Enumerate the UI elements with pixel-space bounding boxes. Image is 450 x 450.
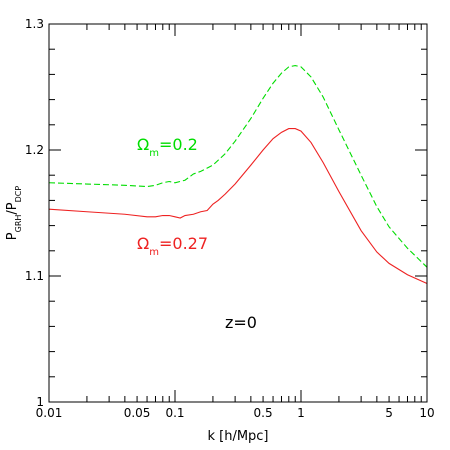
y-axis-label-sub1: GRH xyxy=(14,215,23,233)
x-tick-label: 0.5 xyxy=(254,406,273,420)
x-tick-label: 0.05 xyxy=(124,406,151,420)
series-line-omega-0-2 xyxy=(48,65,428,268)
x-axis-label: k [h/Mpc] xyxy=(207,429,268,444)
annotation-omega-0-27-sub: m xyxy=(149,247,159,258)
y-axis-label-base: P xyxy=(5,232,20,240)
y-axis-label-mid: /P xyxy=(5,202,20,214)
x-tick-label: 5 xyxy=(385,406,393,420)
x-tick-label: 0.1 xyxy=(165,406,184,420)
y-axis-label: PGRH/PDCP xyxy=(5,186,23,241)
annotation-omega-0-2-sub: m xyxy=(149,148,159,159)
plot-frame xyxy=(48,23,428,403)
series-line-omega-0-27 xyxy=(48,128,428,285)
annotation-omega-0-2: Ωm=0.2 xyxy=(137,135,198,159)
ticks-layer xyxy=(48,23,427,403)
x-tick-label: 10 xyxy=(419,406,434,420)
annotation-redshift: z=0 xyxy=(225,313,257,332)
series-layer xyxy=(48,65,428,285)
annotation-omega-0-27-value: =0.27 xyxy=(159,234,208,253)
annotation-omega-0-2-symbol: Ω xyxy=(137,135,149,154)
y-axis-label-sub2: DCP xyxy=(14,186,23,203)
annotation-omega-0-2-value: =0.2 xyxy=(159,135,198,154)
y-tick-label: 1.1 xyxy=(25,269,44,283)
y-tick-label: 1.2 xyxy=(25,143,44,157)
y-tick-label: 1.3 xyxy=(25,17,44,31)
tick-labels-layer: 0.01 0.05 0.1 0.5 1 5 10 1 1.1 1.2 1.3 xyxy=(25,17,435,420)
x-tick-label: 1 xyxy=(297,406,305,420)
x-tick-label: 0.01 xyxy=(36,406,63,420)
annotation-omega-0-27: Ωm=0.27 xyxy=(137,234,208,258)
y-tick-label: 1 xyxy=(36,395,44,409)
annotation-omega-0-27-symbol: Ω xyxy=(137,234,149,253)
